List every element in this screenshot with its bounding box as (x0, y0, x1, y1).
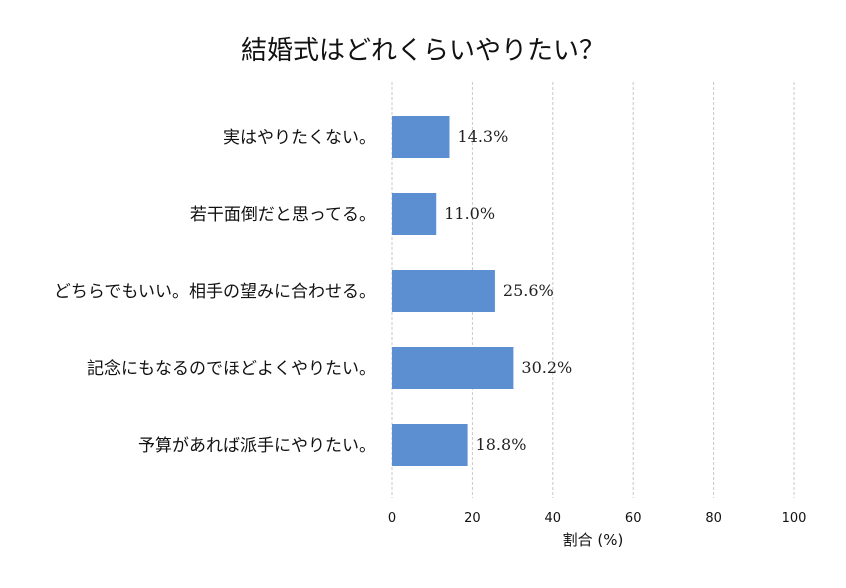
bar (392, 116, 450, 158)
x-axis-label: 割合 (%) (563, 531, 624, 549)
data-label: 14.3% (457, 127, 508, 146)
x-tick-label: 0 (388, 511, 396, 526)
x-tick-label: 100 (782, 511, 807, 526)
bar (392, 193, 437, 235)
category-label: 予算があれば派手にやりたい。 (138, 436, 376, 456)
category-label: 記念にもなるのでほどよくやりたい。 (87, 358, 376, 379)
chart-title: 結婚式はどれくらいやりたい？ (240, 36, 605, 66)
bar (392, 347, 514, 389)
category-label: 若干面倒だと思ってる。 (190, 205, 376, 225)
category-labels: 実はやりたくない。若干面倒だと思ってる。どちらでもいい。相手の望みに合わせる。記… (54, 128, 376, 456)
data-label: 30.2% (521, 358, 572, 377)
category-label: 実はやりたくない。 (223, 128, 376, 148)
data-label: 18.8% (476, 435, 527, 454)
bars (392, 116, 514, 466)
value-labels: 14.3% 11.0% 25.6% 30.2% 18.8% (444, 127, 572, 454)
bar (392, 424, 468, 466)
x-axis-ticks: 0 20 40 60 80 100 (388, 511, 807, 526)
x-tick-label: 80 (705, 511, 722, 526)
data-label: 11.0% (444, 204, 495, 223)
x-tick-label: 20 (464, 511, 481, 526)
category-label: どちらでもいい。相手の望みに合わせる。 (54, 282, 376, 302)
x-tick-label: 60 (625, 511, 642, 526)
x-tick-label: 40 (545, 511, 562, 526)
bar (392, 270, 495, 312)
data-label: 25.6% (503, 281, 554, 300)
